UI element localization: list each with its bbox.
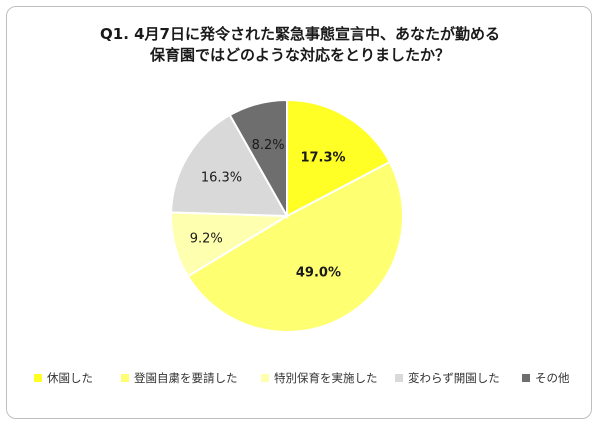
- slice-closed: [286, 98, 392, 218]
- chart-title-line2: 保育園ではどのような対応をとりましたか？: [149, 46, 450, 64]
- slice-refrain-request: [186, 160, 404, 333]
- slice-other-label: 8.2%: [252, 138, 285, 153]
- legend-item-closed: 休園した: [34, 370, 93, 386]
- chart-title: Q1. 4月7日に発令された緊急事態宣言中、あなたが勤める 保育園ではどのような…: [0, 24, 600, 66]
- legend-item-other: その他: [522, 370, 570, 386]
- legend-label: 特別保育を実施した: [274, 371, 378, 385]
- slice-refrain-request-label: 49.0%: [296, 266, 341, 281]
- legend-label: 登園自粛を要請した: [134, 371, 238, 385]
- slice-special-care-label: 9.2%: [190, 231, 223, 246]
- legend-swatch: [121, 374, 129, 382]
- legend-item-special-care: 特別保育を実施した: [261, 370, 378, 386]
- legend-swatch: [522, 374, 530, 382]
- legend-item-open-as-usual: 変わらず開園した: [395, 370, 500, 386]
- legend-swatch: [261, 374, 269, 382]
- slice-closed-label: 17.3%: [300, 150, 345, 165]
- legend-label: 変わらず開園した: [408, 371, 500, 385]
- legend-label: その他: [535, 371, 570, 385]
- slice-other: [228, 98, 288, 220]
- chart-legend: 休園した 登園自粛を要請した 特別保育を実施した 変わらず開園した その他: [34, 370, 594, 386]
- slice-open-as-usual-label: 16.3%: [201, 170, 242, 185]
- legend-swatch: [395, 374, 403, 382]
- legend-swatch: [34, 374, 42, 382]
- legend-item-refrain-request: 登園自粛を要請した: [121, 370, 238, 386]
- chart-title-line1: Q1. 4月7日に発令された緊急事態宣言中、あなたが勤める: [100, 25, 500, 43]
- legend-label: 休園した: [47, 371, 93, 385]
- slice-open-as-usual: [170, 113, 289, 218]
